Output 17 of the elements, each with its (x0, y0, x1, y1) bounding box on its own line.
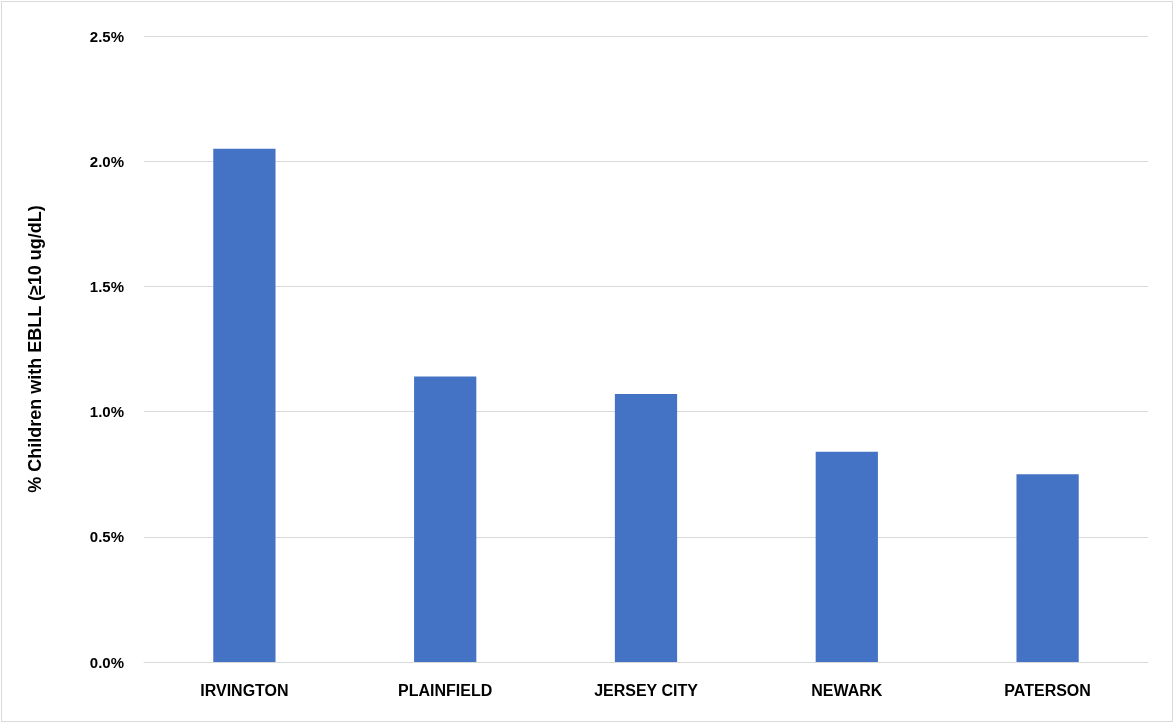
y-tick-label: 2.0% (89, 152, 124, 170)
bar (1016, 474, 1079, 662)
bar (213, 148, 276, 662)
y-tick-label: 0.5% (89, 528, 124, 546)
bar (414, 376, 477, 662)
y-tick-label: 1.0% (89, 403, 124, 421)
y-tick-label: 1.5% (89, 277, 124, 295)
y-tick-label: 0.0% (89, 653, 124, 671)
x-tick-label: IRVINGTON (200, 681, 289, 699)
y-axis-title: % Children with EBLL (≥10 ug/dL) (25, 205, 45, 493)
y-tick-label: 2.5% (89, 27, 124, 45)
x-tick-label: JERSEY CITY (594, 681, 699, 699)
bar (614, 394, 678, 662)
bar (815, 451, 878, 662)
x-tick-label: NEWARK (811, 681, 883, 699)
x-tick-label: PLAINFIELD (398, 681, 493, 699)
x-tick-label: PATERSON (1004, 681, 1091, 699)
